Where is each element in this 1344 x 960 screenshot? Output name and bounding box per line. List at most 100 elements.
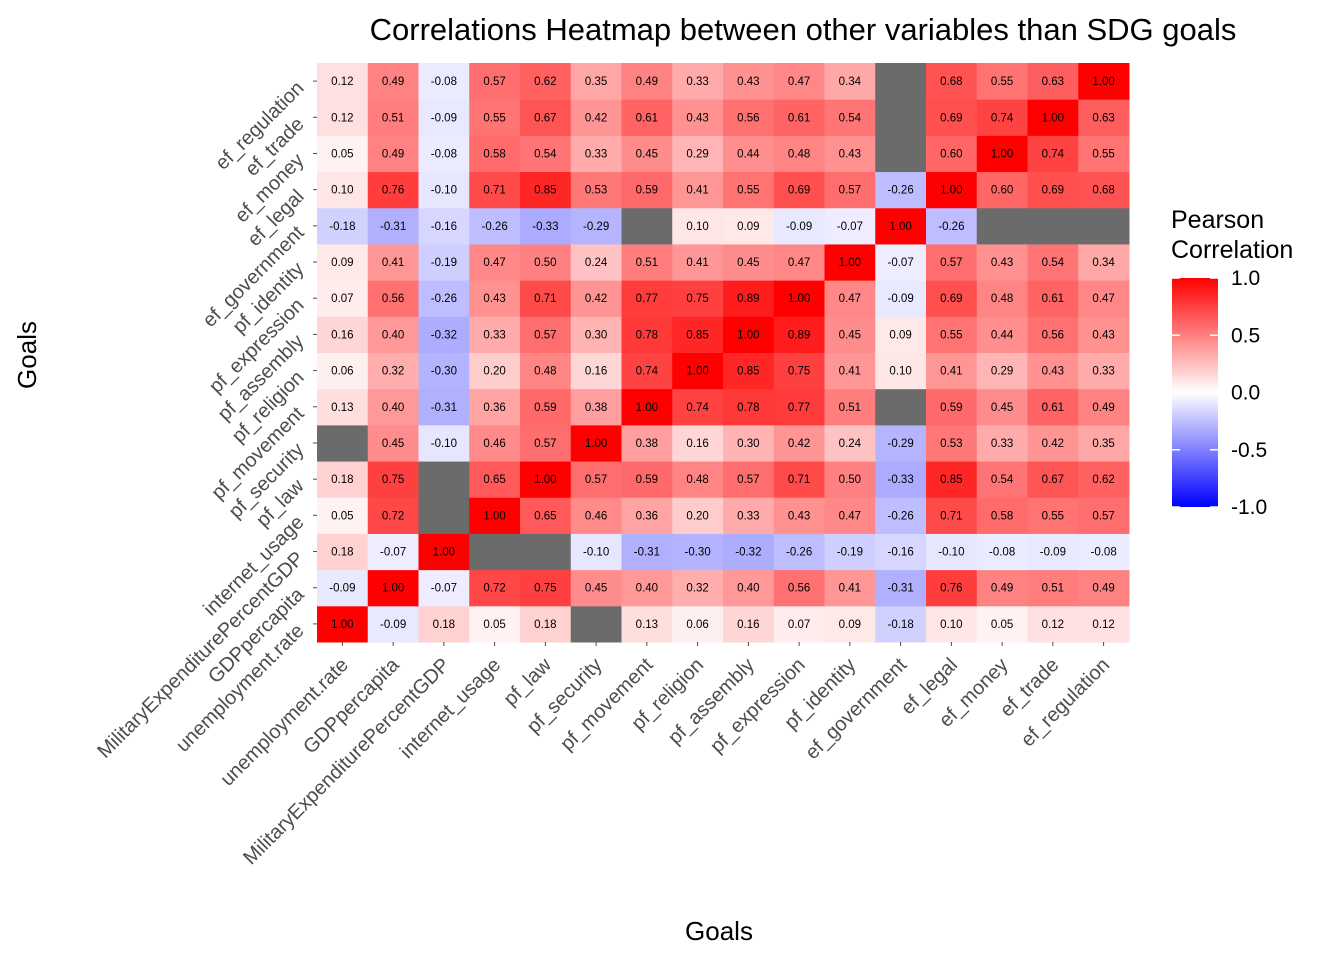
cell-value-label: -0.31 (431, 402, 457, 414)
cell-value-label: -0.10 (583, 547, 609, 559)
cell-value-label: 0.54 (839, 112, 862, 124)
cell-value-label: 0.65 (483, 474, 505, 486)
cell-value-label: 0.53 (585, 185, 607, 197)
cell-value-label: 0.56 (737, 112, 759, 124)
heatmap-cell (773, 171, 825, 209)
cell-value-label: 0.69 (788, 185, 810, 197)
cell-value-label: -0.07 (837, 221, 863, 233)
heatmap-cell (1027, 533, 1079, 571)
cell-value-label: 0.60 (940, 148, 962, 160)
cell-value-label: 0.67 (534, 112, 556, 124)
cell-value-label: 0.48 (991, 293, 1013, 305)
heatmap-cell (418, 461, 470, 498)
heatmap-cell (418, 352, 470, 390)
heatmap-cell (418, 63, 470, 100)
cell-value-label: 0.78 (636, 329, 658, 341)
cell-value-label: -0.18 (888, 619, 914, 631)
cell-value-label: -0.09 (1040, 547, 1066, 559)
cell-value-label: 1.00 (382, 583, 404, 595)
cell-value-label: 0.85 (686, 329, 708, 341)
heatmap-cell (672, 533, 724, 571)
cell-value-label: 0.45 (737, 257, 759, 269)
cell-value-label: 0.51 (636, 257, 658, 269)
cell-value-label: 0.12 (331, 112, 353, 124)
heatmap-cell (926, 171, 978, 209)
heatmap-cell (875, 461, 927, 498)
cell-value-label: 0.45 (636, 148, 658, 160)
heatmap-cell (520, 243, 572, 281)
heatmap-cell (773, 569, 825, 607)
cell-value-label: -0.08 (431, 148, 457, 160)
cell-value-label: 0.10 (940, 619, 962, 631)
cell-value-label: 0.75 (382, 474, 404, 486)
heatmap-cell (672, 63, 724, 100)
heatmap-cell (469, 497, 521, 534)
heatmap-cell (621, 207, 673, 245)
cell-value-label: 0.43 (839, 148, 861, 160)
cell-value-label: -0.26 (888, 185, 914, 197)
heatmap-cell (367, 424, 419, 462)
cell-value-label: 0.33 (585, 148, 607, 160)
heatmap-cell (824, 207, 876, 245)
heatmap-cell (723, 461, 775, 498)
cell-value-label: 0.41 (686, 185, 708, 197)
heatmap-cell (723, 388, 775, 426)
heatmap-cell (926, 352, 978, 390)
heatmap-cell (570, 243, 622, 281)
heatmap-cell (367, 533, 419, 571)
cell-value-label: 1.00 (991, 148, 1013, 160)
cell-value-label: 0.57 (534, 329, 556, 341)
cell-value-label: 0.32 (686, 583, 708, 595)
heatmap-cell (469, 461, 521, 498)
cell-value-label: -0.31 (634, 547, 660, 559)
heatmap-cell (520, 280, 572, 317)
heatmap-cell (1078, 388, 1130, 426)
heatmap-cell (672, 461, 724, 498)
heatmap-cell (418, 605, 470, 643)
heatmap-cell (570, 171, 622, 209)
cell-value-label: -0.33 (888, 474, 914, 486)
heatmap-cell (367, 280, 419, 317)
heatmap-cell (570, 569, 622, 607)
heatmap-cell (317, 135, 369, 173)
cell-value-label: 0.49 (636, 76, 658, 88)
cell-value-label: 0.50 (839, 474, 861, 486)
cell-value-label: 0.43 (1042, 366, 1064, 378)
cell-value-label: 1.00 (433, 547, 455, 559)
chart-title: Correlations Heatmap between other varia… (370, 12, 1237, 47)
heatmap-cell (317, 533, 369, 571)
heatmap-cell (621, 243, 673, 281)
heatmap-cell (367, 461, 419, 498)
heatmap-cell (824, 171, 876, 209)
cell-value-label: -0.09 (888, 293, 914, 305)
cell-value-label: 0.62 (534, 76, 556, 88)
cell-value-label: 0.57 (839, 185, 861, 197)
legend-tick-label: 1.0 (1231, 267, 1260, 290)
cell-value-label: -0.26 (786, 547, 812, 559)
heatmap-cell (773, 605, 825, 643)
cell-value-label: 0.09 (889, 329, 911, 341)
heatmap-cell (976, 424, 1028, 462)
heatmap-cell (1027, 388, 1079, 426)
cell-value-label: 0.68 (940, 76, 962, 88)
cell-value-label: 0.40 (636, 583, 658, 595)
heatmap-cell (621, 569, 673, 607)
cell-value-label: 0.69 (940, 293, 962, 305)
heatmap-cell (317, 497, 369, 534)
cell-value-label: 0.56 (382, 293, 404, 305)
heatmap-cell (367, 569, 419, 607)
heatmap-cell (976, 63, 1028, 100)
heatmap-cell (469, 63, 521, 100)
heatmap-cell (570, 497, 622, 534)
heatmap-cell (418, 280, 470, 317)
heatmap-cell (976, 388, 1028, 426)
heatmap-cell (875, 207, 927, 245)
heatmap-cell (723, 352, 775, 390)
cell-value-label: -0.30 (431, 366, 457, 378)
cell-value-label: 0.47 (839, 510, 861, 522)
heatmap-cell (926, 63, 978, 100)
cell-value-label: 0.74 (636, 366, 659, 378)
cell-value-label: 0.16 (585, 366, 607, 378)
cell-value-label: 0.41 (839, 366, 861, 378)
cell-value-label: 0.71 (534, 293, 556, 305)
